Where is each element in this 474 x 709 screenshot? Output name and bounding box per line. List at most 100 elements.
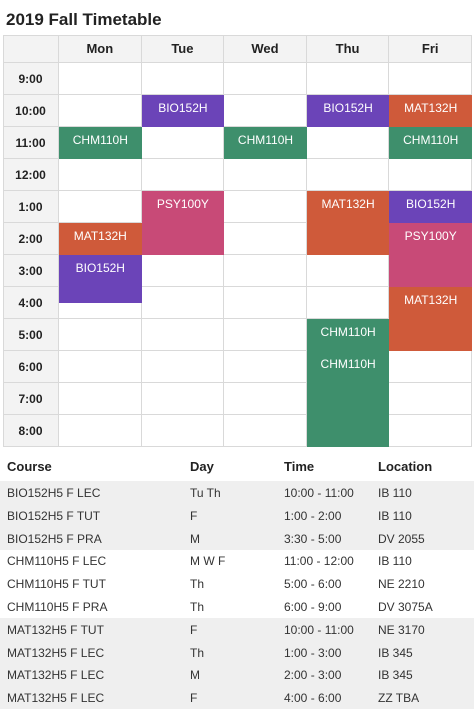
slot-cell[interactable] xyxy=(306,127,390,159)
header-time: Time xyxy=(284,459,315,474)
slot-cell[interactable] xyxy=(389,63,472,95)
class-block-bio152h[interactable]: BIO152H xyxy=(141,95,225,127)
slot-cell[interactable] xyxy=(389,159,472,191)
slot-cell[interactable] xyxy=(59,351,142,383)
class-block-chm110h[interactable]: CHM110H xyxy=(224,127,307,159)
class-block-chm110h[interactable]: CHM110H xyxy=(389,127,472,159)
header-location: Location xyxy=(378,459,433,474)
slot-cell[interactable] xyxy=(59,319,142,351)
time-cell: 2:00 - 3:00 xyxy=(284,668,342,683)
time-label: 4:00 xyxy=(3,287,59,319)
day-cell: F xyxy=(190,691,198,706)
slot-cell[interactable] xyxy=(224,255,307,287)
class-block-bio152h[interactable]: BIO152H xyxy=(306,95,390,127)
slot-cell[interactable] xyxy=(306,255,390,287)
time-label: 6:00 xyxy=(3,351,59,383)
class-block-mat132h[interactable]: MAT132H xyxy=(306,191,390,255)
course-cell: BIO152H5 F PRA xyxy=(7,531,102,546)
table-row[interactable]: CHM110H5 F TUT Th 5:00 - 6:00 NE 2210 xyxy=(0,572,474,595)
table-row[interactable]: MAT132H5 F LEC Th 1:00 - 3:00 IB 345 xyxy=(0,640,474,664)
course-cell: MAT132H5 F LEC xyxy=(7,668,105,683)
time-label: 3:00 xyxy=(3,255,59,287)
header-course: Course xyxy=(7,459,52,474)
slot-cell[interactable] xyxy=(141,319,225,351)
class-block-psy100y[interactable]: PSY100Y xyxy=(389,223,472,287)
day-header-mon: Mon xyxy=(59,35,142,63)
slot-cell[interactable] xyxy=(224,223,307,255)
time-label: 11:00 xyxy=(3,127,59,159)
table-row[interactable]: BIO152H5 F TUT F 1:00 - 2:00 IB 110 xyxy=(0,503,474,527)
slot-cell[interactable] xyxy=(224,319,307,351)
slot-cell[interactable] xyxy=(224,351,307,383)
day-cell: Th xyxy=(190,645,205,660)
time-cell: 11:00 - 12:00 xyxy=(284,554,354,569)
course-cell: CHM110H5 F LEC xyxy=(7,554,107,569)
slot-cell[interactable] xyxy=(59,63,142,95)
slot-cell[interactable] xyxy=(224,383,307,415)
day-cell: M W F xyxy=(190,554,226,569)
slot-cell[interactable] xyxy=(59,95,142,127)
class-block-bio152h[interactable]: BIO152H xyxy=(59,255,142,303)
class-block-mat132h[interactable]: MAT132H xyxy=(389,95,472,127)
slot-cell[interactable] xyxy=(59,383,142,415)
class-block-bio152h[interactable]: BIO152H xyxy=(389,191,472,223)
day-header-thu: Thu xyxy=(306,35,390,63)
slot-cell[interactable] xyxy=(141,383,225,415)
slot-cell[interactable] xyxy=(141,63,225,95)
slot-cell[interactable] xyxy=(224,159,307,191)
slot-cell[interactable] xyxy=(224,63,307,95)
page-title: 2019 Fall Timetable xyxy=(6,10,162,29)
course-table: Course Day Time Location BIO152H5 F LEC T… xyxy=(0,455,474,709)
day-cell: F xyxy=(190,622,198,637)
table-row[interactable]: MAT132H5 F LEC M 2:00 - 3:00 IB 345 xyxy=(0,663,474,687)
slot-cell[interactable] xyxy=(306,63,390,95)
slot-cell[interactable] xyxy=(224,191,307,223)
time-cell: 4:00 - 6:00 xyxy=(284,691,342,706)
timetable-grid: Mon Tue Wed Thu Fri 9:00 10:00 11:00 12:00 1:00 2:… xyxy=(3,35,472,447)
time-cell: 6:00 - 9:00 xyxy=(284,600,342,614)
table-row[interactable]: CHM110H5 F LEC M W F 11:00 - 12:00 IB 110 xyxy=(0,549,474,572)
header-day: Day xyxy=(190,459,214,474)
slot-cell[interactable] xyxy=(306,159,390,191)
slot-cell[interactable] xyxy=(389,383,472,415)
slot-cell[interactable] xyxy=(224,287,307,319)
slot-cell[interactable] xyxy=(141,159,225,191)
slot-cell[interactable] xyxy=(141,287,225,319)
slot-cell[interactable] xyxy=(389,351,472,383)
table-row[interactable]: MAT132H5 F TUT F 10:00 - 11:00 NE 3170 xyxy=(0,617,474,641)
time-cell: 5:00 - 6:00 xyxy=(284,577,342,592)
location-cell: ZZ TBA xyxy=(378,691,420,706)
location-cell: DV 2055 xyxy=(378,531,425,546)
time-label: 9:00 xyxy=(3,63,59,95)
class-block-mat132h[interactable]: MAT132H xyxy=(59,223,142,255)
slot-cell[interactable] xyxy=(141,351,225,383)
slot-cell[interactable] xyxy=(141,127,225,159)
slot-cell[interactable] xyxy=(141,415,225,447)
table-row[interactable]: MAT132H5 F LEC F 4:00 - 6:00 ZZ TBA xyxy=(0,686,474,709)
table-row[interactable]: BIO152H5 F PRA M 3:30 - 5:00 DV 2055 xyxy=(0,526,474,550)
time-label: 7:00 xyxy=(3,383,59,415)
slot-cell[interactable] xyxy=(389,415,472,447)
table-row[interactable]: BIO152H5 F LEC Tu Th 10:00 - 11:00 IB 110 xyxy=(0,481,474,504)
day-cell: Tu Th xyxy=(190,486,221,500)
slot-cell[interactable] xyxy=(306,287,390,319)
course-cell: CHM110H5 F TUT xyxy=(7,577,106,592)
day-cell: F xyxy=(190,508,198,523)
table-row[interactable]: CHM110H5 F PRA Th 6:00 - 9:00 DV 3075A xyxy=(0,595,474,618)
slot-cell[interactable] xyxy=(141,255,225,287)
class-block-psy100y[interactable]: PSY100Y xyxy=(141,191,225,255)
class-block-chm110h[interactable]: CHM110H xyxy=(306,351,390,447)
course-cell: MAT132H5 F LEC xyxy=(7,691,105,706)
slot-cell[interactable] xyxy=(59,159,142,191)
location-cell: NE 2210 xyxy=(378,577,425,592)
slot-cell[interactable] xyxy=(59,415,142,447)
class-block-chm110h[interactable]: CHM110H xyxy=(306,319,390,351)
class-block-mat132h[interactable]: MAT132H xyxy=(389,287,472,351)
slot-cell[interactable] xyxy=(224,95,307,127)
slot-cell[interactable] xyxy=(224,415,307,447)
class-block-chm110h[interactable]: CHM110H xyxy=(59,127,142,159)
time-cell: 1:00 - 3:00 xyxy=(284,645,342,660)
slot-cell[interactable] xyxy=(59,191,142,223)
time-cell: 10:00 - 11:00 xyxy=(284,622,354,637)
time-label: 10:00 xyxy=(3,95,59,127)
